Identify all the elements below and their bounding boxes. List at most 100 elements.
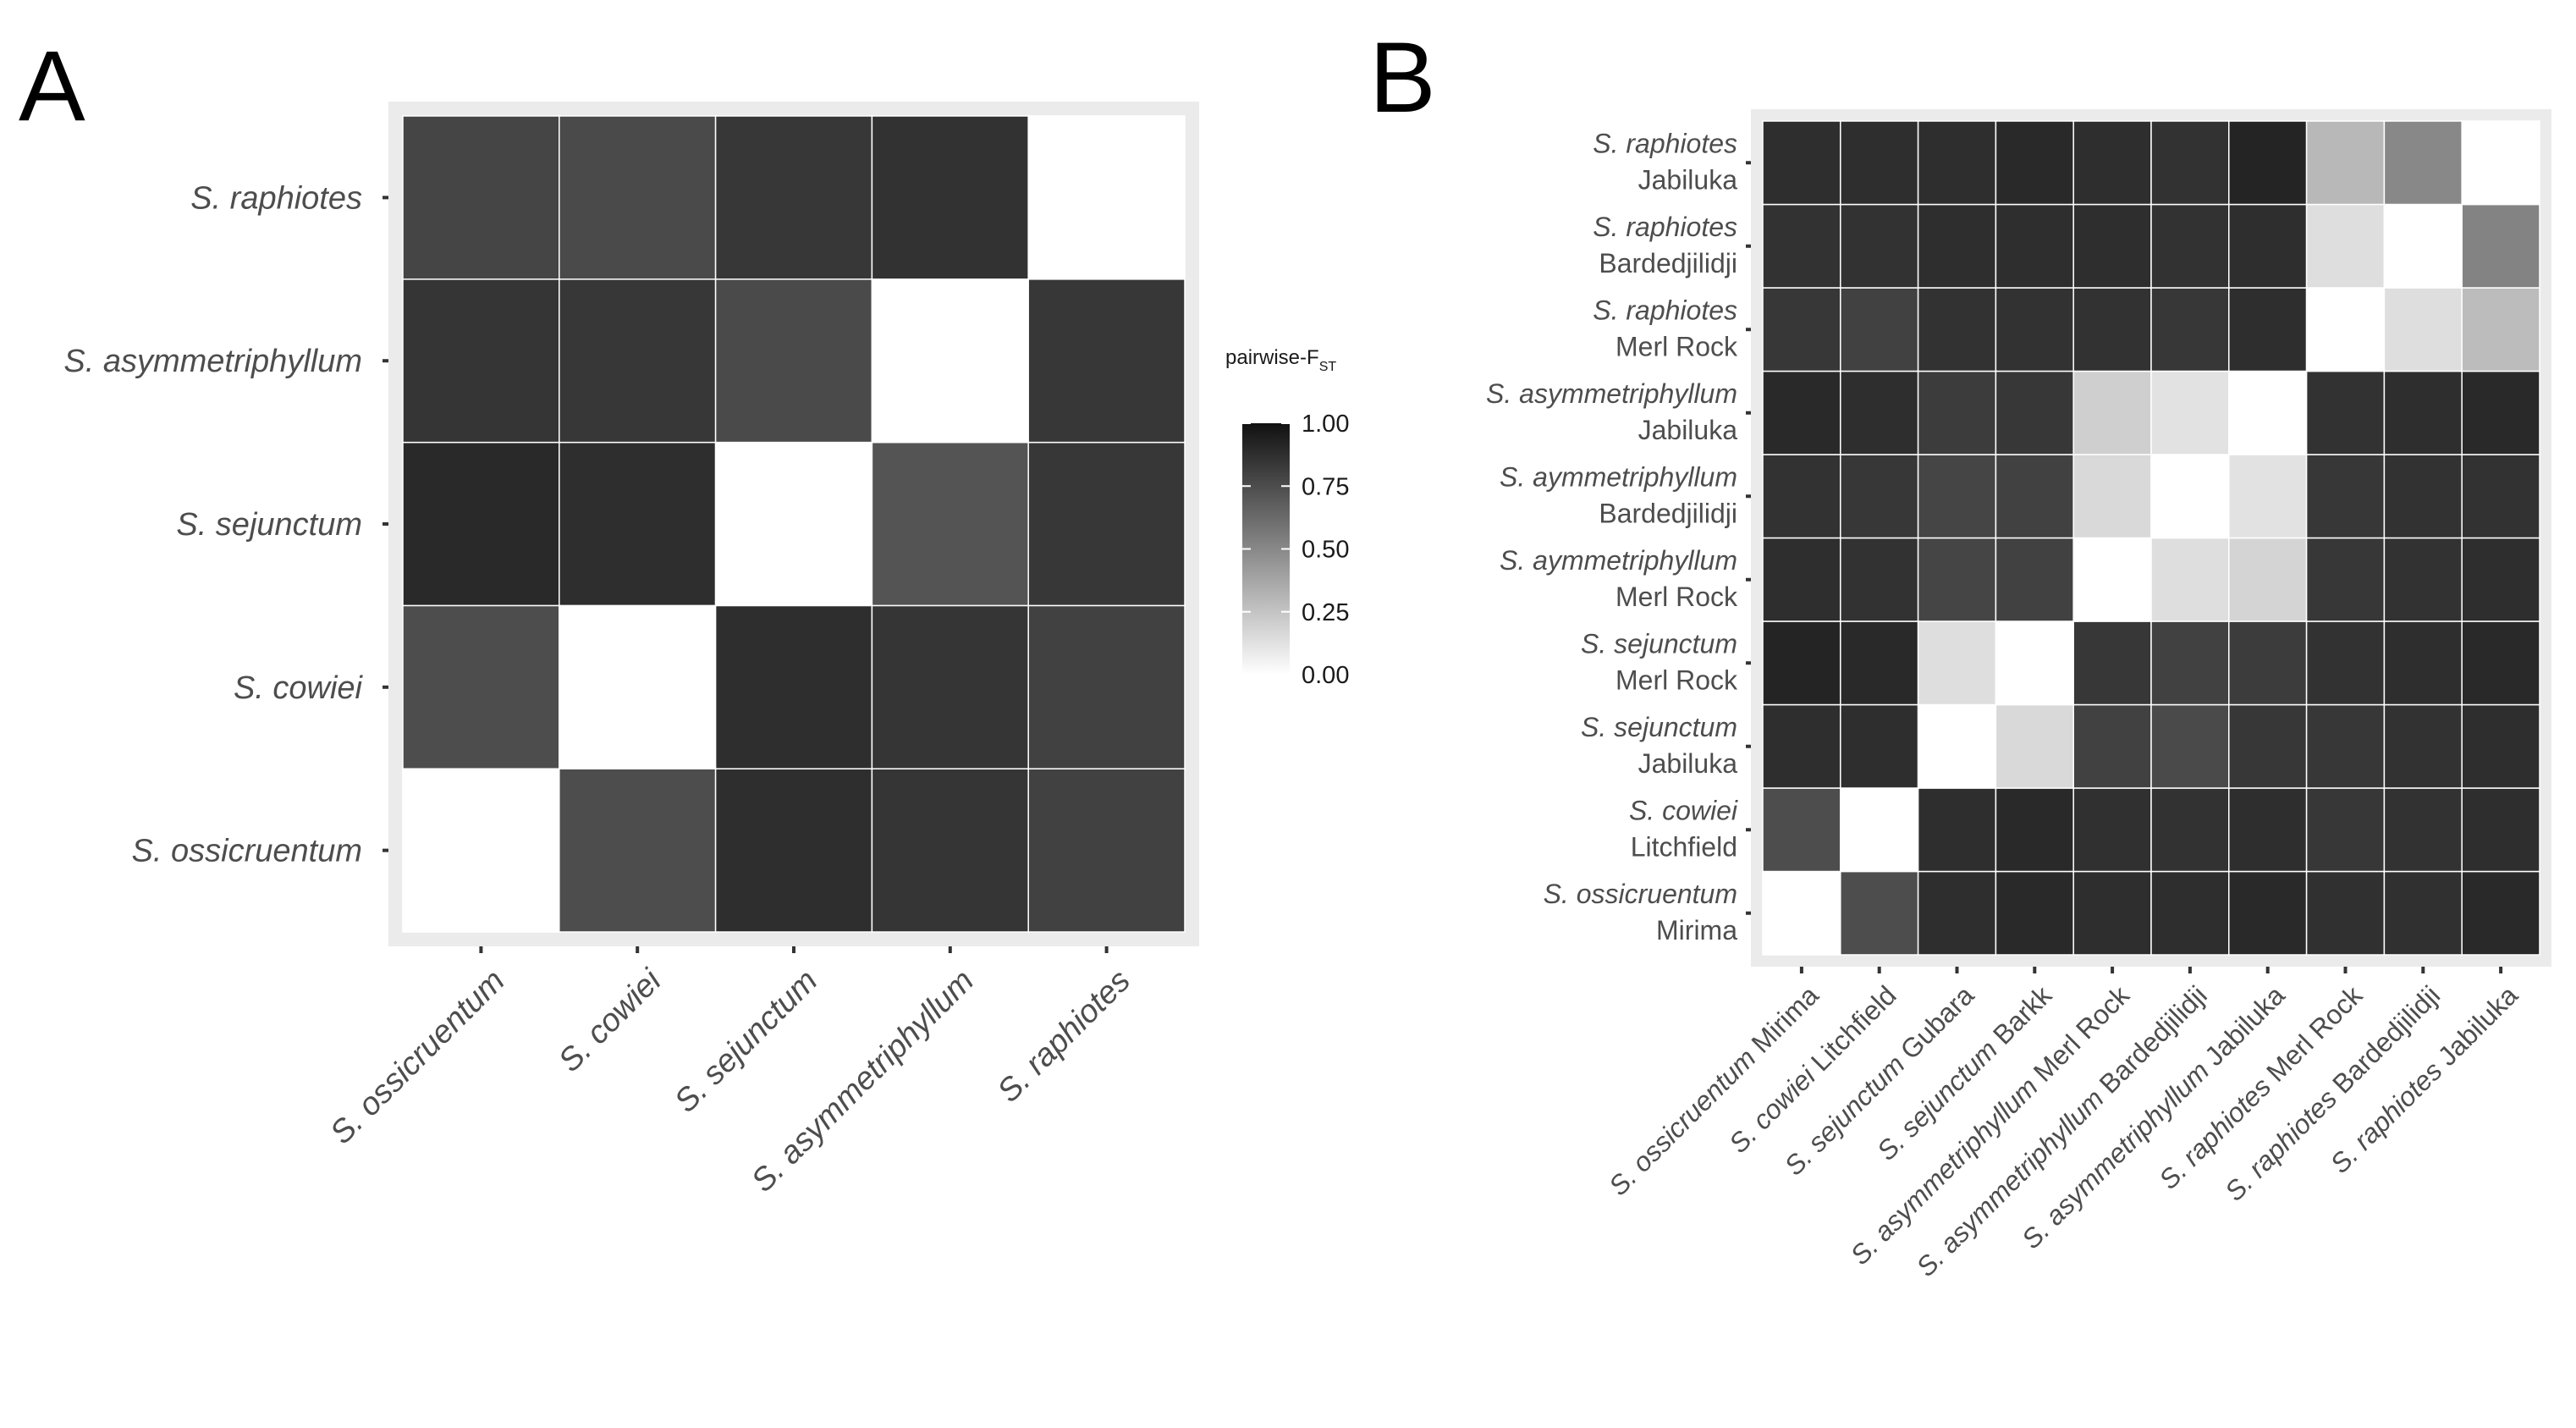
- heatmap-cell: [1917, 620, 1997, 706]
- heatmap-cell: [559, 441, 717, 607]
- heatmap-cell: [871, 278, 1029, 444]
- colorbar-legend: pairwise-FST 1.00 0.75 0.50 0.25 0.00: [1225, 346, 1349, 689]
- heatmap-cell: [559, 115, 717, 280]
- heatmap-cell: [1995, 287, 2074, 372]
- heatmap-cell: [2383, 620, 2463, 706]
- heatmap-cell: [2383, 203, 2463, 289]
- heatmap-cell: [2383, 370, 2463, 455]
- heatmap-cell: [1917, 120, 1997, 206]
- legend-tick-label: 0.25: [1302, 599, 1349, 626]
- heatmap-cell: [714, 768, 873, 933]
- heatmap-cell: [402, 441, 560, 607]
- heatmap-cell: [1917, 787, 1997, 873]
- heatmap-cell: [2150, 870, 2230, 956]
- heatmap-cell: [2305, 787, 2386, 873]
- heatmap-cell: [2150, 787, 2230, 873]
- heatmap-cell: [1027, 278, 1186, 444]
- y-tick-label-species: S. sejunctum: [1581, 628, 1737, 659]
- x-tick-label: S. sejunctum: [668, 963, 824, 1120]
- panel-label-b: B: [1369, 22, 1436, 134]
- heatmap-cell: [2150, 370, 2230, 455]
- x-tick-label: S. asymmetriphyllum Merl Rock: [1844, 979, 2135, 1271]
- heatmap-cell: [1840, 287, 1919, 372]
- heatmap-cell: [2305, 287, 2386, 372]
- heatmap-cell: [2228, 454, 2308, 539]
- heatmap-cell: [2228, 703, 2308, 789]
- x-tick-label: S. raphiotes: [991, 963, 1137, 1110]
- y-tick-label: S. sejunctum: [176, 507, 362, 543]
- heatmap-cell: [1917, 537, 1997, 622]
- heatmap-cell: [402, 768, 560, 933]
- heatmap-cell: [714, 278, 873, 444]
- y-tick-label: S. ossicruentum: [132, 834, 362, 869]
- heatmap-cell: [2383, 287, 2463, 372]
- heatmap-cell: [2228, 870, 2308, 956]
- heatmap-cell: [2305, 370, 2386, 455]
- heatmap-cell: [2383, 787, 2463, 873]
- y-tick-label-site: Merl Rock: [1616, 664, 1738, 695]
- heatmap-cell: [2305, 203, 2386, 289]
- heatmap-cell: [1995, 787, 2074, 873]
- heatmap-cell: [2072, 620, 2152, 706]
- heatmap-cell: [1917, 203, 1997, 289]
- heatmap-cell: [1840, 203, 1919, 289]
- heatmap-cell: [1840, 870, 1919, 956]
- heatmap-cell: [2305, 120, 2386, 206]
- heatmap-cell: [1840, 537, 1919, 622]
- y-tick-label-species: S. raphiotes: [1593, 295, 1737, 325]
- legend-tick-label: 0.50: [1302, 537, 1349, 564]
- heatmap-cell: [2383, 870, 2463, 956]
- heatmap-cell: [2072, 703, 2152, 789]
- heatmap-cell: [1840, 370, 1919, 455]
- heatmap-cell: [2228, 287, 2308, 372]
- y-tick-label: S. raphiotes: [190, 180, 362, 216]
- y-tick-label-species: S. aymmetriphyllum: [1500, 545, 1737, 576]
- heatmap-cell: [2150, 203, 2230, 289]
- heatmap-cell: [871, 441, 1029, 607]
- heatmap-cell: [2228, 203, 2308, 289]
- heatmap-cell: [1995, 370, 2074, 455]
- heatmap-cell: [2461, 287, 2540, 372]
- heatmap-cell: [2461, 787, 2540, 873]
- heatmap-cell: [714, 604, 873, 769]
- heatmap-cell: [2150, 120, 2230, 206]
- heatmap-cell: [1762, 120, 1841, 206]
- x-tick-label: S. cowiei: [552, 962, 669, 1079]
- heatmap-cell: [2461, 537, 2540, 622]
- heatmap-cell: [1917, 454, 1997, 539]
- y-tick-label-site: Bardedjilidji: [1599, 498, 1737, 528]
- y-tick-label: S. asymmetriphyllum: [63, 344, 362, 379]
- heatmap-cell: [2383, 537, 2463, 622]
- heatmap-cell: [2461, 370, 2540, 455]
- heatmap-panel-b: S. ossicruentum Mirima S. cowiei Litchfield…: [1486, 109, 2551, 1282]
- heatmap-cell: [1840, 620, 1919, 706]
- heatmap-cell: [2461, 620, 2540, 706]
- heatmap-cell: [1840, 703, 1919, 789]
- heatmap-cell: [2228, 537, 2308, 622]
- heatmap-cell: [2072, 120, 2152, 206]
- heatmap-cell: [2150, 287, 2230, 372]
- heatmap-cell: [714, 441, 873, 607]
- y-tick-label-species: S. aymmetriphyllum: [1500, 461, 1737, 492]
- heatmap-cell: [559, 278, 717, 444]
- heatmap-cell: [402, 604, 560, 769]
- legend-tick-label: 0.00: [1302, 662, 1349, 689]
- heatmap-cell: [1917, 703, 1997, 789]
- heatmap-cell: [1762, 203, 1841, 289]
- heatmap-cell: [2305, 537, 2386, 622]
- y-tick-label-site: Jabiluka: [1638, 415, 1738, 445]
- heatmap-cell: [559, 768, 717, 933]
- heatmap-cell: [2228, 620, 2308, 706]
- heatmap-cell: [714, 115, 873, 280]
- x-tick-label: S. ossicruentum: [323, 963, 511, 1151]
- heatmap-cell: [871, 115, 1029, 280]
- heatmap-cell: [1027, 768, 1186, 933]
- y-tick-label-species: S. ossicruentum: [1544, 879, 1737, 909]
- heatmap-cell: [1762, 454, 1841, 539]
- heatmap-cell: [402, 278, 560, 444]
- heatmap-cell: [559, 604, 717, 769]
- heatmap-cell: [1762, 620, 1841, 706]
- heatmap-cell: [1995, 454, 2074, 539]
- heatmap-cell: [1917, 287, 1997, 372]
